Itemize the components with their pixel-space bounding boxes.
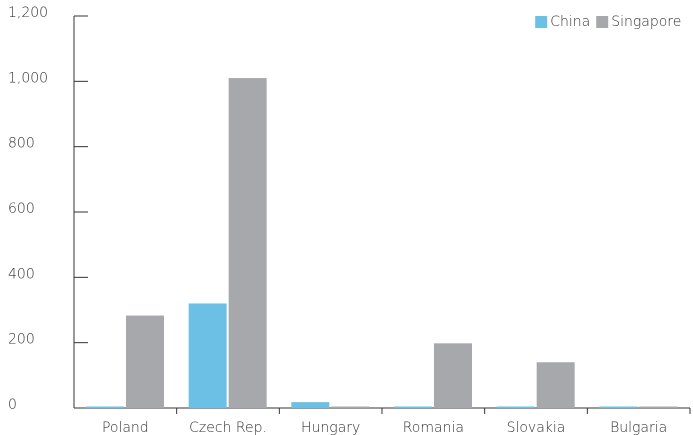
y-tick-label: 0 (8, 397, 17, 413)
bar (496, 406, 535, 408)
x-tick-label: Hungary (301, 420, 360, 435)
bar (599, 406, 638, 408)
bar (639, 406, 678, 408)
bar (434, 343, 472, 408)
y-tick-label: 600 (8, 201, 35, 217)
bar (188, 303, 227, 408)
y-tick-label: 1,200 (8, 5, 48, 21)
bar (228, 78, 267, 409)
y-tick-label: 200 (8, 332, 35, 348)
legend-label: China (550, 14, 590, 30)
bar (536, 362, 575, 408)
bar (331, 406, 370, 408)
x-tick-label: Slovakia (507, 420, 566, 435)
bar (86, 406, 124, 408)
legend-swatch (596, 16, 609, 28)
bar (394, 406, 432, 408)
bar (126, 315, 164, 408)
x-tick-label: Bulgaria (610, 420, 667, 435)
x-tick-label: Czech Rep. (189, 420, 267, 435)
bar (291, 402, 330, 408)
legend-label: Singapore (611, 14, 681, 30)
y-tick-label: 800 (8, 136, 35, 152)
x-tick-label: Romania (403, 420, 464, 435)
x-tick-label: Poland (102, 420, 149, 435)
legend-swatch (535, 16, 548, 28)
y-tick-label: 1,000 (8, 70, 48, 86)
y-tick-label: 400 (8, 266, 35, 282)
